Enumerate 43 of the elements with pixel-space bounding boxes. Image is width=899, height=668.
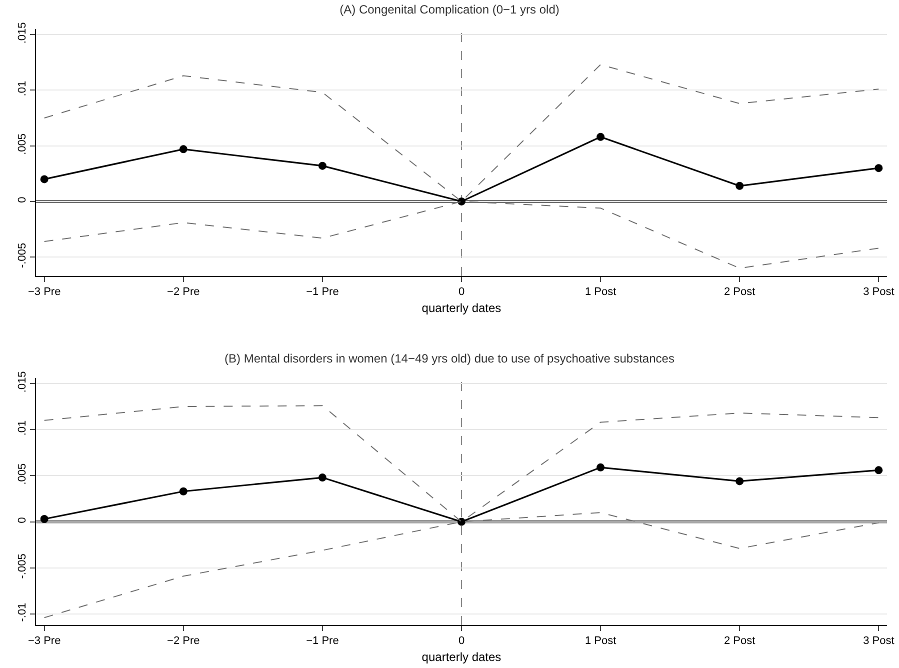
point [874,466,883,474]
x-tick-label: 1 Post [584,635,616,648]
y-tick-label: .01 [16,80,29,96]
y-tick-label: .01 [16,420,29,436]
point [596,463,605,472]
x-tick-label: −2 Pre [167,635,200,648]
y-tick-label: .005 [16,133,29,155]
x-tick-label: −3 Pre [28,635,61,648]
x-tick-label: 2 Post [724,286,756,298]
x-axis-title: quarterly dates [422,301,502,316]
x-tick-label: 3 Post [863,635,894,648]
y-tick-label: .005 [16,463,29,485]
y-tick-label: 0 [16,196,29,203]
x-tick-label: 0 [458,635,465,648]
x-tick-label: −3 Pre [28,286,61,298]
point [40,515,48,524]
point [874,164,883,172]
point [318,162,326,170]
point [458,518,466,526]
x-tick-label: 1 Post [584,286,616,298]
y-tick-label: .015 [16,22,29,44]
x-tick-label: −1 Pre [306,635,339,648]
x-tick-label: −1 Pre [306,286,339,298]
x-axis-title: quarterly dates [422,650,502,664]
x-tick-label: 3 Post [863,286,894,298]
y-tick-label: .015 [16,371,29,393]
point [179,487,188,496]
point [596,132,605,141]
x-tick-label: 0 [458,286,465,298]
chart-title: (A) Congenital Complication (0−1 yrs old) [340,2,560,16]
x-tick-label: −2 Pre [167,286,200,298]
point [40,175,48,184]
y-tick-label: -.005 [16,554,29,579]
y-tick-label: -.005 [16,242,29,268]
point [318,474,326,482]
y-tick-label: -.01 [16,602,29,622]
point [458,197,466,206]
point [179,145,188,154]
x-tick-label: 2 Post [724,635,756,648]
point [736,477,744,486]
y-tick-label: 0 [16,517,29,524]
point [736,182,744,190]
chart-title: (B) Mental disorders in women (14−49 yrs old) due to use of psychoative substances [224,351,674,366]
